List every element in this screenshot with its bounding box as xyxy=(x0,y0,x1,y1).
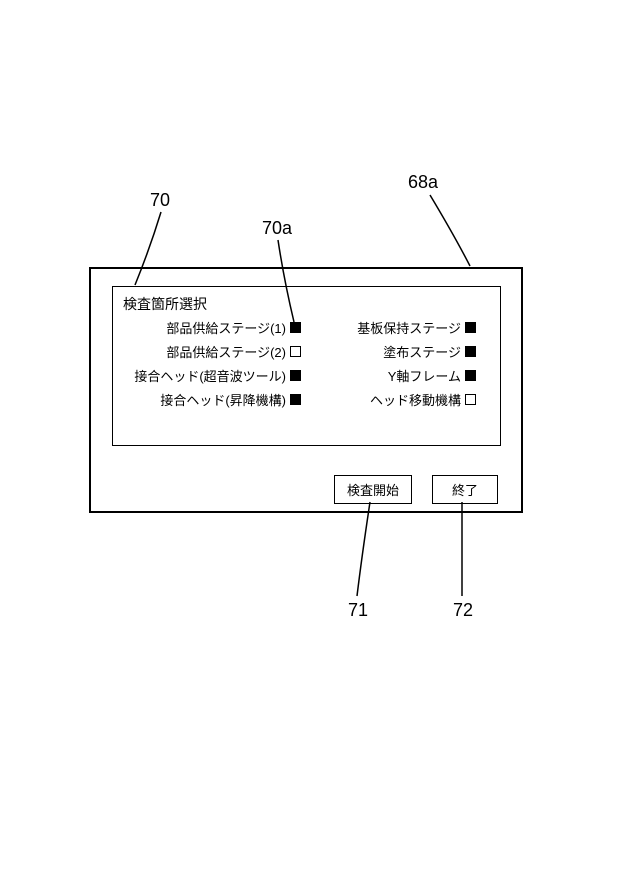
checkbox-icon xyxy=(290,370,301,381)
checkbox-row-right-0[interactable]: 基板保持ステージ xyxy=(326,318,476,337)
panel-title: 検査箇所選択 xyxy=(123,294,207,314)
checkbox-row-left-1[interactable]: 部品供給ステージ(2) xyxy=(131,342,301,361)
checkbox-icon xyxy=(465,346,476,357)
callout-label-71: 71 xyxy=(348,600,368,621)
callout-label-70: 70 xyxy=(150,190,170,211)
checkbox-label: 部品供給ステージ(1) xyxy=(166,318,286,337)
checkbox-label: 接合ヘッド(超音波ツール) xyxy=(134,366,286,385)
checkbox-label: ヘッド移動機構 xyxy=(370,390,461,409)
checkbox-label: 接合ヘッド(昇降機構) xyxy=(160,390,286,409)
checkbox-icon xyxy=(290,346,301,357)
callout-label-70a: 70a xyxy=(262,218,292,239)
checkbox-icon xyxy=(290,394,301,405)
checkbox-row-left-3[interactable]: 接合ヘッド(昇降機構) xyxy=(131,390,301,409)
end-button[interactable]: 終了 xyxy=(432,475,498,504)
checkbox-row-left-2[interactable]: 接合ヘッド(超音波ツール) xyxy=(114,366,301,385)
checkbox-icon xyxy=(290,322,301,333)
checkbox-row-left-0[interactable]: 部品供給ステージ(1) xyxy=(131,318,301,337)
checkbox-icon xyxy=(465,322,476,333)
callout-label-68a: 68a xyxy=(408,172,438,193)
checkbox-row-right-1[interactable]: 塗布ステージ xyxy=(326,342,476,361)
checkbox-icon xyxy=(465,394,476,405)
checkbox-label: 塗布ステージ xyxy=(383,342,461,361)
callout-label-72: 72 xyxy=(453,600,473,621)
checkbox-row-right-3[interactable]: ヘッド移動機構 xyxy=(326,390,476,409)
start-inspection-button[interactable]: 検査開始 xyxy=(334,475,412,504)
checkbox-label: 部品供給ステージ(2) xyxy=(166,342,286,361)
checkbox-row-right-2[interactable]: Y軸フレーム xyxy=(326,366,476,385)
checkbox-label: 基板保持ステージ xyxy=(357,318,461,337)
checkbox-icon xyxy=(465,370,476,381)
checkbox-label: Y軸フレーム xyxy=(388,366,461,385)
